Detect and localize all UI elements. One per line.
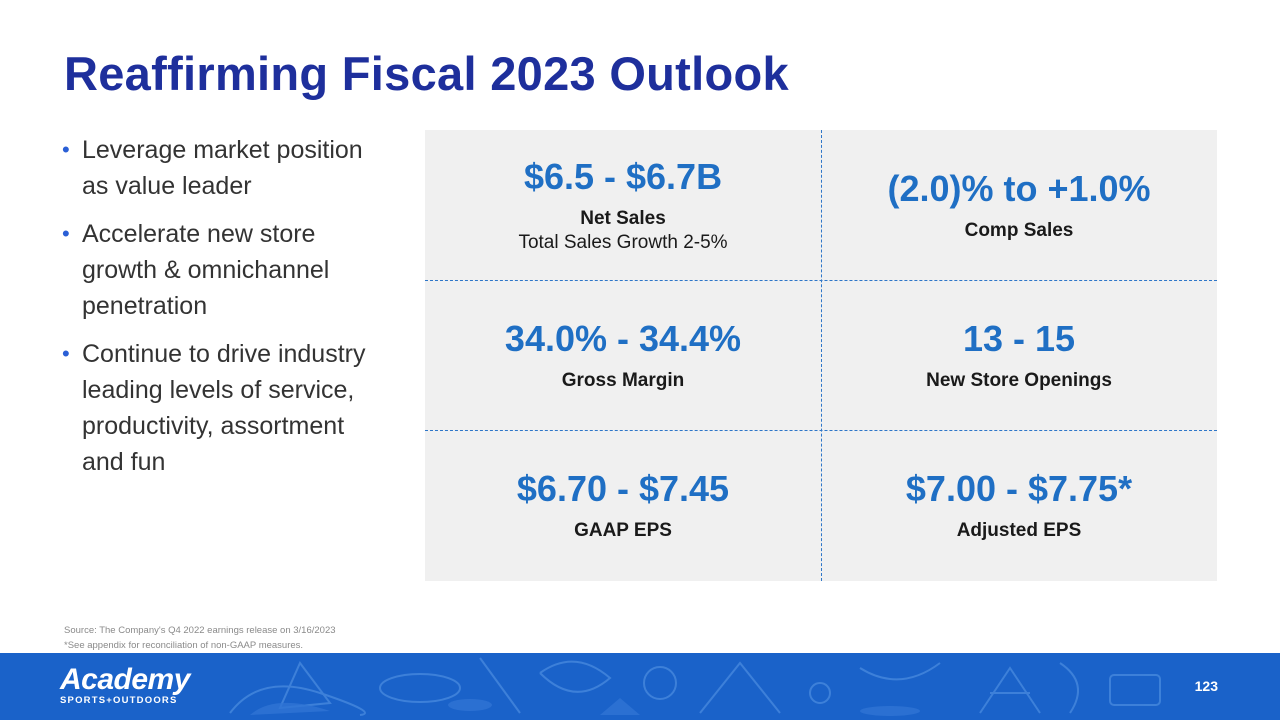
logo-brand: Academy <box>60 663 190 696</box>
bullet-item: • Continue to drive industry leading leve… <box>62 336 392 480</box>
metric-value: (2.0)% to +1.0% <box>887 168 1151 209</box>
grid-divider-vertical <box>821 130 822 581</box>
footer-banner: Academy SPORTS+OUTDOORS 123 <box>0 653 1280 720</box>
sports-illustration-pattern <box>229 657 1161 716</box>
metric-value: $6.5 - $6.7B <box>523 156 723 197</box>
bullet-dot-icon: • <box>62 341 70 366</box>
metric-label: Adjusted EPS <box>956 520 1082 541</box>
grid-divider-horizontal <box>425 280 1217 281</box>
bullet-list: • Leverage market position as value leade… <box>62 132 392 492</box>
bullet-text: Leverage market position as value leader <box>82 136 363 200</box>
bullet-text: Accelerate new store growth & omnichanne… <box>82 220 330 320</box>
outlook-grid: $6.5 - $6.7B Net Sales Total Sales Growt… <box>425 130 1217 581</box>
metric-gross-margin: 34.0% - 34.4% Gross Margin <box>425 280 821 430</box>
metric-value: $6.70 - $7.45 <box>516 468 730 509</box>
metric-new-store-openings: 13 - 15 New Store Openings <box>821 280 1217 430</box>
logo-tagline: SPORTS+OUTDOORS <box>60 695 178 706</box>
academy-logo: Academy SPORTS+OUTDOORS <box>60 665 190 707</box>
bullet-dot-icon: • <box>62 137 70 162</box>
source-note: Source: The Company's Q4 2022 earnings r… <box>64 625 336 636</box>
metric-adjusted-eps: $7.00 - $7.75* Adjusted EPS <box>821 430 1217 580</box>
footnotes: Source: The Company's Q4 2022 earnings r… <box>64 623 336 653</box>
metric-comp-sales: (2.0)% to +1.0% Comp Sales <box>821 130 1217 280</box>
bullet-dot-icon: • <box>62 221 70 246</box>
metric-value: 34.0% - 34.4% <box>504 318 742 359</box>
bullet-item: • Accelerate new store growth & omnichann… <box>62 216 392 324</box>
metric-label: New Store Openings <box>926 370 1112 391</box>
metric-label: Net Sales <box>580 208 666 229</box>
metric-value: 13 - 15 <box>962 318 1076 359</box>
metric-net-sales: $6.5 - $6.7B Net Sales Total Sales Growt… <box>425 130 821 280</box>
metric-label: GAAP EPS <box>574 520 672 541</box>
bullet-text: Continue to drive industry leading level… <box>82 340 366 476</box>
page-title: Reaffirming Fiscal 2023 Outlook <box>64 47 789 100</box>
metric-label: Gross Margin <box>561 370 685 391</box>
metric-sublabel: Total Sales Growth 2-5% <box>518 232 728 253</box>
metric-value: $7.00 - $7.75* <box>905 468 1133 509</box>
appendix-note: *See appendix for reconciliation of non-… <box>64 640 304 651</box>
bullet-item: • Leverage market position as value leade… <box>62 132 392 204</box>
metric-label: Comp Sales <box>964 220 1074 241</box>
metric-gaap-eps: $6.70 - $7.45 GAAP EPS <box>425 430 821 580</box>
grid-divider-horizontal <box>425 430 1217 431</box>
page-number: 123 <box>1194 678 1218 694</box>
